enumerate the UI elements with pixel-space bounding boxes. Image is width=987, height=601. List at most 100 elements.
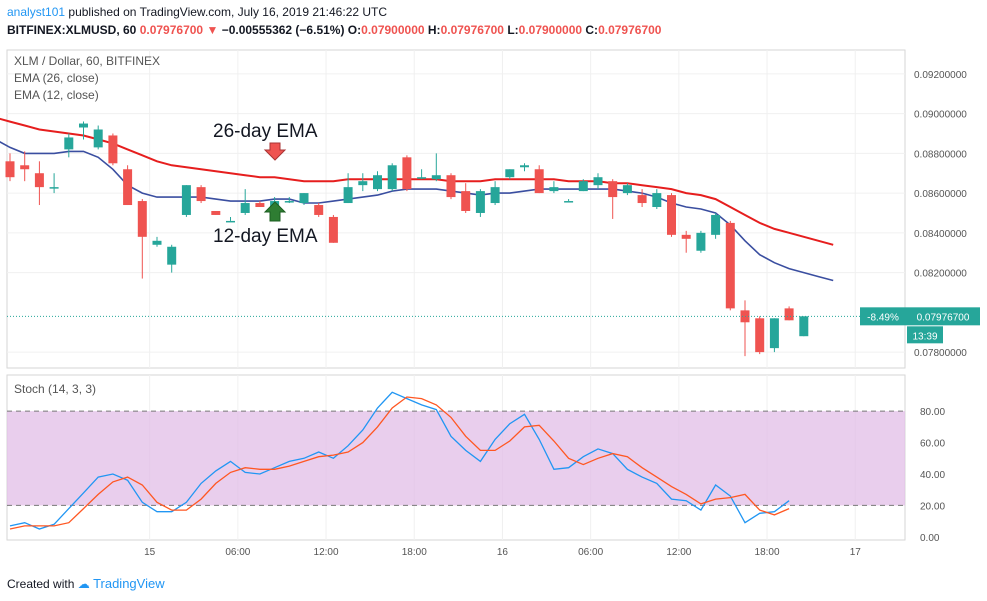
x-tick-label: 15 bbox=[144, 547, 156, 558]
candle-body[interactable] bbox=[505, 169, 515, 178]
candle-body[interactable] bbox=[564, 201, 574, 203]
candle-body[interactable] bbox=[211, 210, 221, 215]
candle-body[interactable] bbox=[520, 165, 529, 168]
candle-body[interactable] bbox=[255, 203, 265, 208]
candle-body[interactable] bbox=[49, 187, 59, 189]
footer: Created with ☁ TradingView bbox=[7, 576, 165, 591]
main-pane-frame bbox=[6, 49, 906, 369]
candle-body[interactable] bbox=[240, 203, 250, 213]
candle-body[interactable] bbox=[93, 129, 103, 148]
candle-body[interactable] bbox=[5, 161, 15, 178]
candle-body[interactable] bbox=[284, 201, 294, 203]
author-link[interactable]: analyst101 bbox=[7, 5, 66, 19]
ohlc-high: 0.07976700 bbox=[440, 23, 504, 37]
x-tick-label: 12:00 bbox=[314, 547, 339, 558]
y-tick-label: 0.07800000 bbox=[914, 348, 967, 359]
tradingview-logo-icon: ☁ bbox=[77, 577, 90, 591]
price-change: −0.00555362 (−6.51%) bbox=[221, 23, 345, 37]
candle-body[interactable] bbox=[343, 187, 353, 204]
stoch-y-tick-label: 20.00 bbox=[920, 501, 945, 512]
x-tick-label: 06:00 bbox=[578, 547, 603, 558]
candle-body[interactable] bbox=[387, 165, 397, 190]
candle-body[interactable] bbox=[490, 187, 500, 204]
candle-body[interactable] bbox=[446, 175, 456, 198]
candle-body[interactable] bbox=[402, 157, 412, 190]
up-arrow-icon bbox=[263, 201, 287, 222]
candle-body[interactable] bbox=[681, 234, 691, 239]
candle-body[interactable] bbox=[417, 177, 427, 179]
candle-body[interactable] bbox=[181, 185, 191, 215]
candle-body[interactable] bbox=[622, 185, 632, 194]
candle-body[interactable] bbox=[152, 240, 162, 245]
candle-body[interactable] bbox=[328, 216, 338, 243]
candle-body[interactable] bbox=[696, 232, 706, 251]
candle-body[interactable] bbox=[725, 222, 735, 309]
candle-body[interactable] bbox=[64, 137, 74, 150]
stoch-title: Stoch (14, 3, 3) bbox=[14, 382, 96, 396]
y-tick-label: 0.08600000 bbox=[914, 189, 967, 200]
stoch-y-tick-label: 40.00 bbox=[920, 470, 945, 481]
candle-body[interactable] bbox=[711, 214, 721, 235]
candle-body[interactable] bbox=[226, 220, 235, 223]
candle-body[interactable] bbox=[769, 318, 779, 349]
x-tick-label: 18:00 bbox=[402, 547, 427, 558]
publish-line: analyst101 published on TradingView.com,… bbox=[7, 5, 387, 19]
published-text: published on TradingView.com, July 16, 2… bbox=[68, 5, 388, 19]
candle-body[interactable] bbox=[799, 316, 809, 337]
symbol-line: BITFINEX:XLMUSD, 60 0.07976700 ▼ −0.0055… bbox=[7, 23, 662, 37]
last-price-label: 0.07976700 bbox=[917, 312, 970, 323]
last-price-label-bg bbox=[907, 307, 980, 326]
candle-body[interactable] bbox=[608, 181, 618, 198]
candle-body[interactable] bbox=[299, 193, 309, 204]
candle-body[interactable] bbox=[593, 177, 603, 186]
candle-body[interactable] bbox=[79, 123, 88, 128]
x-tick-label: 06:00 bbox=[225, 547, 250, 558]
tradingview-brand[interactable]: TradingView bbox=[93, 576, 165, 591]
candle-body[interactable] bbox=[167, 246, 177, 265]
countdown-label-bg bbox=[907, 326, 943, 344]
ohlc-low: 0.07900000 bbox=[518, 23, 583, 37]
stoch-band-area bbox=[7, 411, 905, 506]
candle-body[interactable] bbox=[196, 187, 206, 202]
candle-body[interactable] bbox=[784, 308, 794, 321]
candle-body[interactable] bbox=[534, 169, 544, 194]
last-price: 0.07976700 bbox=[139, 23, 204, 37]
candle-body[interactable] bbox=[20, 165, 30, 170]
candle-body[interactable] bbox=[637, 195, 647, 204]
candle-body[interactable] bbox=[578, 181, 588, 192]
candle-body[interactable] bbox=[108, 135, 118, 164]
candle-body[interactable] bbox=[431, 175, 441, 180]
y-tick-label: 0.09000000 bbox=[914, 110, 967, 121]
ema26-legend: EMA (26, close) bbox=[14, 71, 99, 85]
candle-body[interactable] bbox=[358, 181, 368, 186]
created-with-text: Created with bbox=[7, 577, 75, 591]
stoch-y-tick-label: 60.00 bbox=[920, 439, 945, 450]
candle-body[interactable] bbox=[373, 175, 382, 190]
candle-body[interactable] bbox=[475, 191, 485, 213]
y-tick-label: 0.08200000 bbox=[914, 269, 967, 280]
down-arrow-icon: ▼ bbox=[206, 23, 219, 37]
change-label: -8.49% bbox=[867, 312, 899, 323]
candle-body[interactable] bbox=[549, 187, 559, 192]
candle-body[interactable] bbox=[34, 173, 44, 188]
candle-body[interactable] bbox=[461, 191, 471, 211]
ohlc-open: 0.07900000 bbox=[361, 23, 425, 37]
candle-body[interactable] bbox=[755, 318, 765, 353]
candle-body[interactable] bbox=[314, 205, 324, 215]
change-label-bg bbox=[860, 307, 907, 326]
candle-body[interactable] bbox=[652, 193, 662, 208]
down-arrow-icon bbox=[263, 142, 287, 161]
stoch-y-tick-label: 0.00 bbox=[920, 533, 940, 544]
candle-body[interactable] bbox=[137, 201, 147, 237]
y-tick-label: 0.08800000 bbox=[914, 149, 967, 160]
candle-body[interactable] bbox=[667, 195, 676, 235]
ema12-legend: EMA (12, close) bbox=[14, 88, 99, 102]
ema26-annotation: 26-day EMA bbox=[213, 121, 318, 142]
x-tick-label: 18:00 bbox=[755, 547, 780, 558]
stoch-y-tick-label: 80.00 bbox=[920, 407, 945, 418]
main-chart-title: XLM / Dollar, 60, BITFINEX bbox=[14, 54, 160, 68]
candle-body[interactable] bbox=[123, 169, 133, 206]
x-tick-label: 16 bbox=[497, 547, 509, 558]
x-tick-label: 12:00 bbox=[666, 547, 691, 558]
